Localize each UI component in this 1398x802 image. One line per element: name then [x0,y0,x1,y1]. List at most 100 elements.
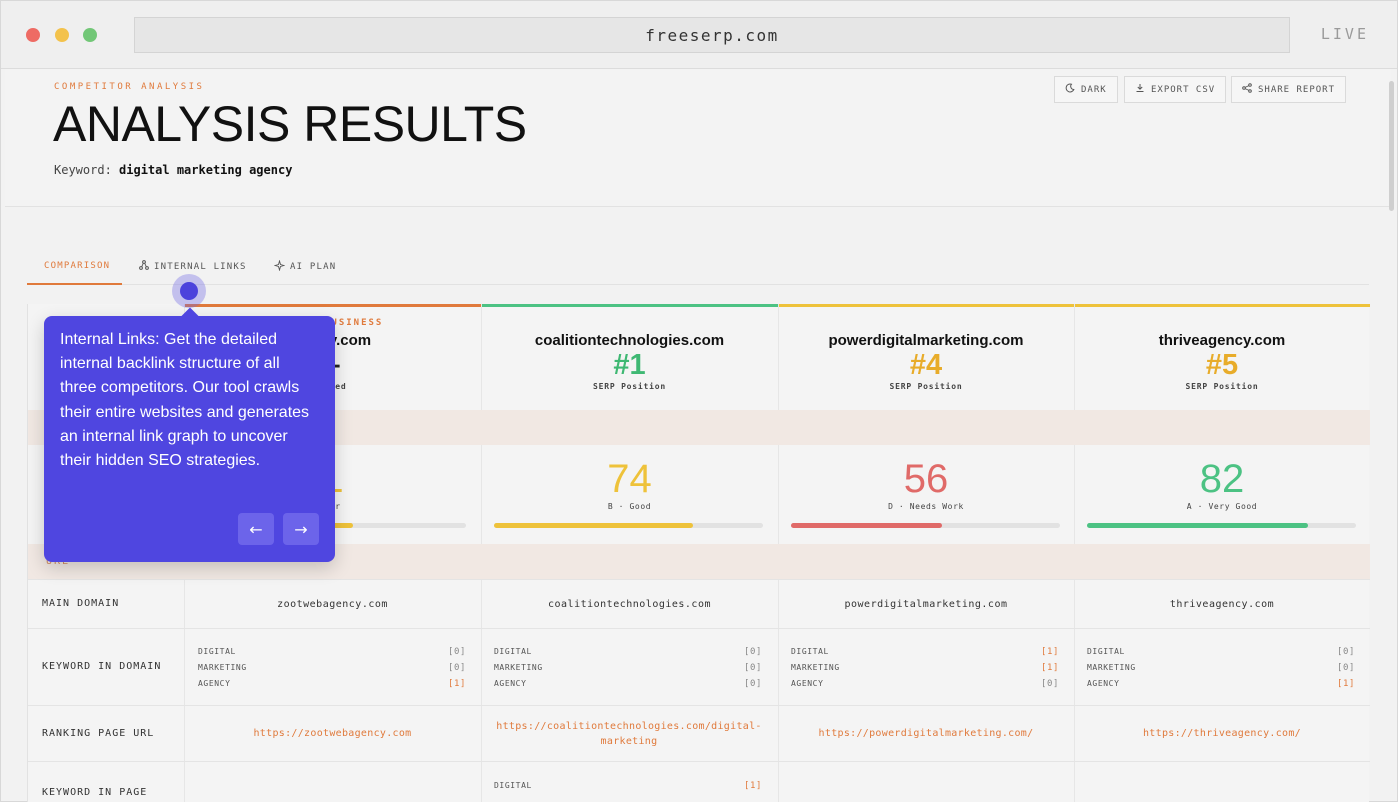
column-domain: powerdigitalmarketing.com [828,332,1024,349]
ranking-url-link[interactable]: https://powerdigitalmarketing.com/ [818,728,1034,739]
live-indicator: LIVE [1320,25,1369,43]
tab-comparison[interactable]: COMPARISON [27,249,122,285]
network-icon [139,260,149,273]
tab-internal-links[interactable]: INTERNAL LINKS [139,249,247,284]
main-domain-cell: thriveagency.com [1169,599,1275,610]
keyword-row: DIGITAL [0] [198,647,466,663]
column-accent-bar [778,304,1074,307]
tab-ai-plan[interactable]: AI PLAN [273,249,337,284]
export-csv-button[interactable]: EXPORT CSV [1124,76,1227,103]
keyword-count: [0] [1336,647,1355,657]
score-value: 82 [1199,457,1245,501]
tooltip-text: Internal Links: Get the detailed interna… [60,331,310,470]
minimize-window-button[interactable] [55,28,69,42]
keyword-row: MARKETING [0] [198,663,466,679]
score-bar [494,523,763,528]
ranking-url-link[interactable]: https://thriveagency.com/ [1142,728,1301,739]
keyword-count: [0] [447,647,466,657]
dark-mode-button[interactable]: DARK [1054,76,1118,103]
keyword-term: DIGITAL [791,647,829,656]
keyword-term: MARKETING [1087,663,1136,672]
close-window-button[interactable] [26,28,40,42]
score-bar-fill [1087,523,1308,528]
tour-next-button[interactable]: → [283,513,319,545]
score-bar [791,523,1060,528]
keyword-term: MARKETING [494,663,543,672]
sparkle-icon [273,258,286,274]
row-divider [28,628,1370,629]
row-label-keyword-in-domain: KEYWORD IN DOMAIN [42,661,162,672]
keyword-count: [0] [447,663,466,673]
keyword-list: DIGITAL [0] MARKETING [0] AGENCY [1] [198,647,466,695]
keyword-count: [1] [1040,647,1059,657]
keyword-count: [1] [447,679,466,689]
column-domain: thriveagency.com [1158,332,1286,349]
column-header-4: thriveagency.com #5 SERP Position [1074,332,1370,391]
tab-internal-links-label: INTERNAL LINKS [154,261,247,272]
row-label-ranking-page-url: RANKING PAGE URL [42,728,155,739]
score-value: 74 [607,457,652,501]
column-rank-label: SERP Position [592,382,666,391]
keyword-term: DIGITAL [494,781,532,790]
column-rank: #4 [909,349,943,381]
page-title: ANALYSIS RESULTS [53,96,527,152]
arrow-left-icon: ← [249,519,263,539]
keyword-count: [1] [1336,679,1355,689]
tour-tooltip: Internal Links: Get the detailed interna… [44,307,335,562]
keyword-count: [0] [743,647,762,657]
share-report-label: SHARE REPORT [1258,84,1336,95]
tab-ai-plan-label: AI PLAN [290,261,337,272]
page-eyebrow: COMPETITOR ANALYSIS [54,82,205,92]
keyword-row: MARKETING [0] [1087,663,1355,679]
share-report-button[interactable]: SHARE REPORT [1231,76,1347,103]
keyword-count: [1] [743,781,762,791]
keyword-row: DIGITAL [1] [494,781,762,797]
keyword-label: Keyword: [54,163,112,177]
keyword-row: AGENCY [1] [198,679,466,695]
title-bar: freeserp.com LIVE [1,1,1397,69]
main-domain-cell: zootwebagency.com [277,599,388,610]
arrow-right-icon: → [294,519,308,539]
row-label-keyword-in-page: KEYWORD IN PAGE [42,787,148,798]
ranking-url-link[interactable]: https://coalitiontechnologies.com/digita… [496,721,762,747]
tour-hotspot[interactable] [172,274,206,308]
tour-prev-button[interactable]: ← [238,513,274,545]
score-cell-2: 74 B · Good [481,457,778,511]
keyword-term: AGENCY [1087,679,1120,688]
column-accent-bar [1074,304,1370,307]
address-bar[interactable]: freeserp.com [134,17,1290,53]
keyword-count: [0] [743,679,762,689]
column-rank: #5 [1205,349,1239,381]
row-divider [28,579,1370,580]
column-header-3: powerdigitalmarketing.com #4 SERP Positi… [778,332,1074,391]
keyword-term: DIGITAL [1087,647,1125,656]
score-cell-3: 56 D · Needs Work [778,457,1074,511]
score-bar-fill [791,523,942,528]
tab-bar: COMPARISON INTERNAL LINKS AI PLAN [27,249,1369,285]
keyword-count: [0] [1040,679,1059,689]
keyword-term: MARKETING [791,663,840,672]
tab-comparison-label: COMPARISON [44,261,111,271]
keyword-value: digital marketing agency [119,163,293,177]
ranking-url-link[interactable]: https://zootwebagency.com [253,728,412,739]
tour-hotspot-dot [180,282,198,300]
column-domain: coalitiontechnologies.com [534,332,725,349]
keyword-line: Keyword: digital marketing agency [54,163,292,177]
column-accent-bar [481,304,778,307]
column-accent-bar [184,304,481,307]
business-label: BUSINESS [324,318,384,328]
keyword-list: DIGITAL [0] MARKETING [0] AGENCY [1] [1087,647,1355,695]
main-domain-cell: coalitiontechnologies.com [547,599,711,610]
keyword-list: DIGITAL [1] MARKETING [1] AGENCY [0] [791,647,1059,695]
keyword-term: AGENCY [198,679,231,688]
column-header-2: coalitiontechnologies.com #1 SERP Positi… [481,332,778,391]
scrollbar-thumb[interactable] [1389,81,1394,211]
row-divider [28,705,1370,706]
score-value: 56 [903,457,949,501]
keyword-term: AGENCY [494,679,527,688]
score-grade: A · Very Good [1186,502,1258,511]
maximize-window-button[interactable] [83,28,97,42]
dark-mode-label: DARK [1081,84,1107,95]
keyword-row: AGENCY [0] [494,679,762,695]
export-csv-label: EXPORT CSV [1151,84,1216,95]
